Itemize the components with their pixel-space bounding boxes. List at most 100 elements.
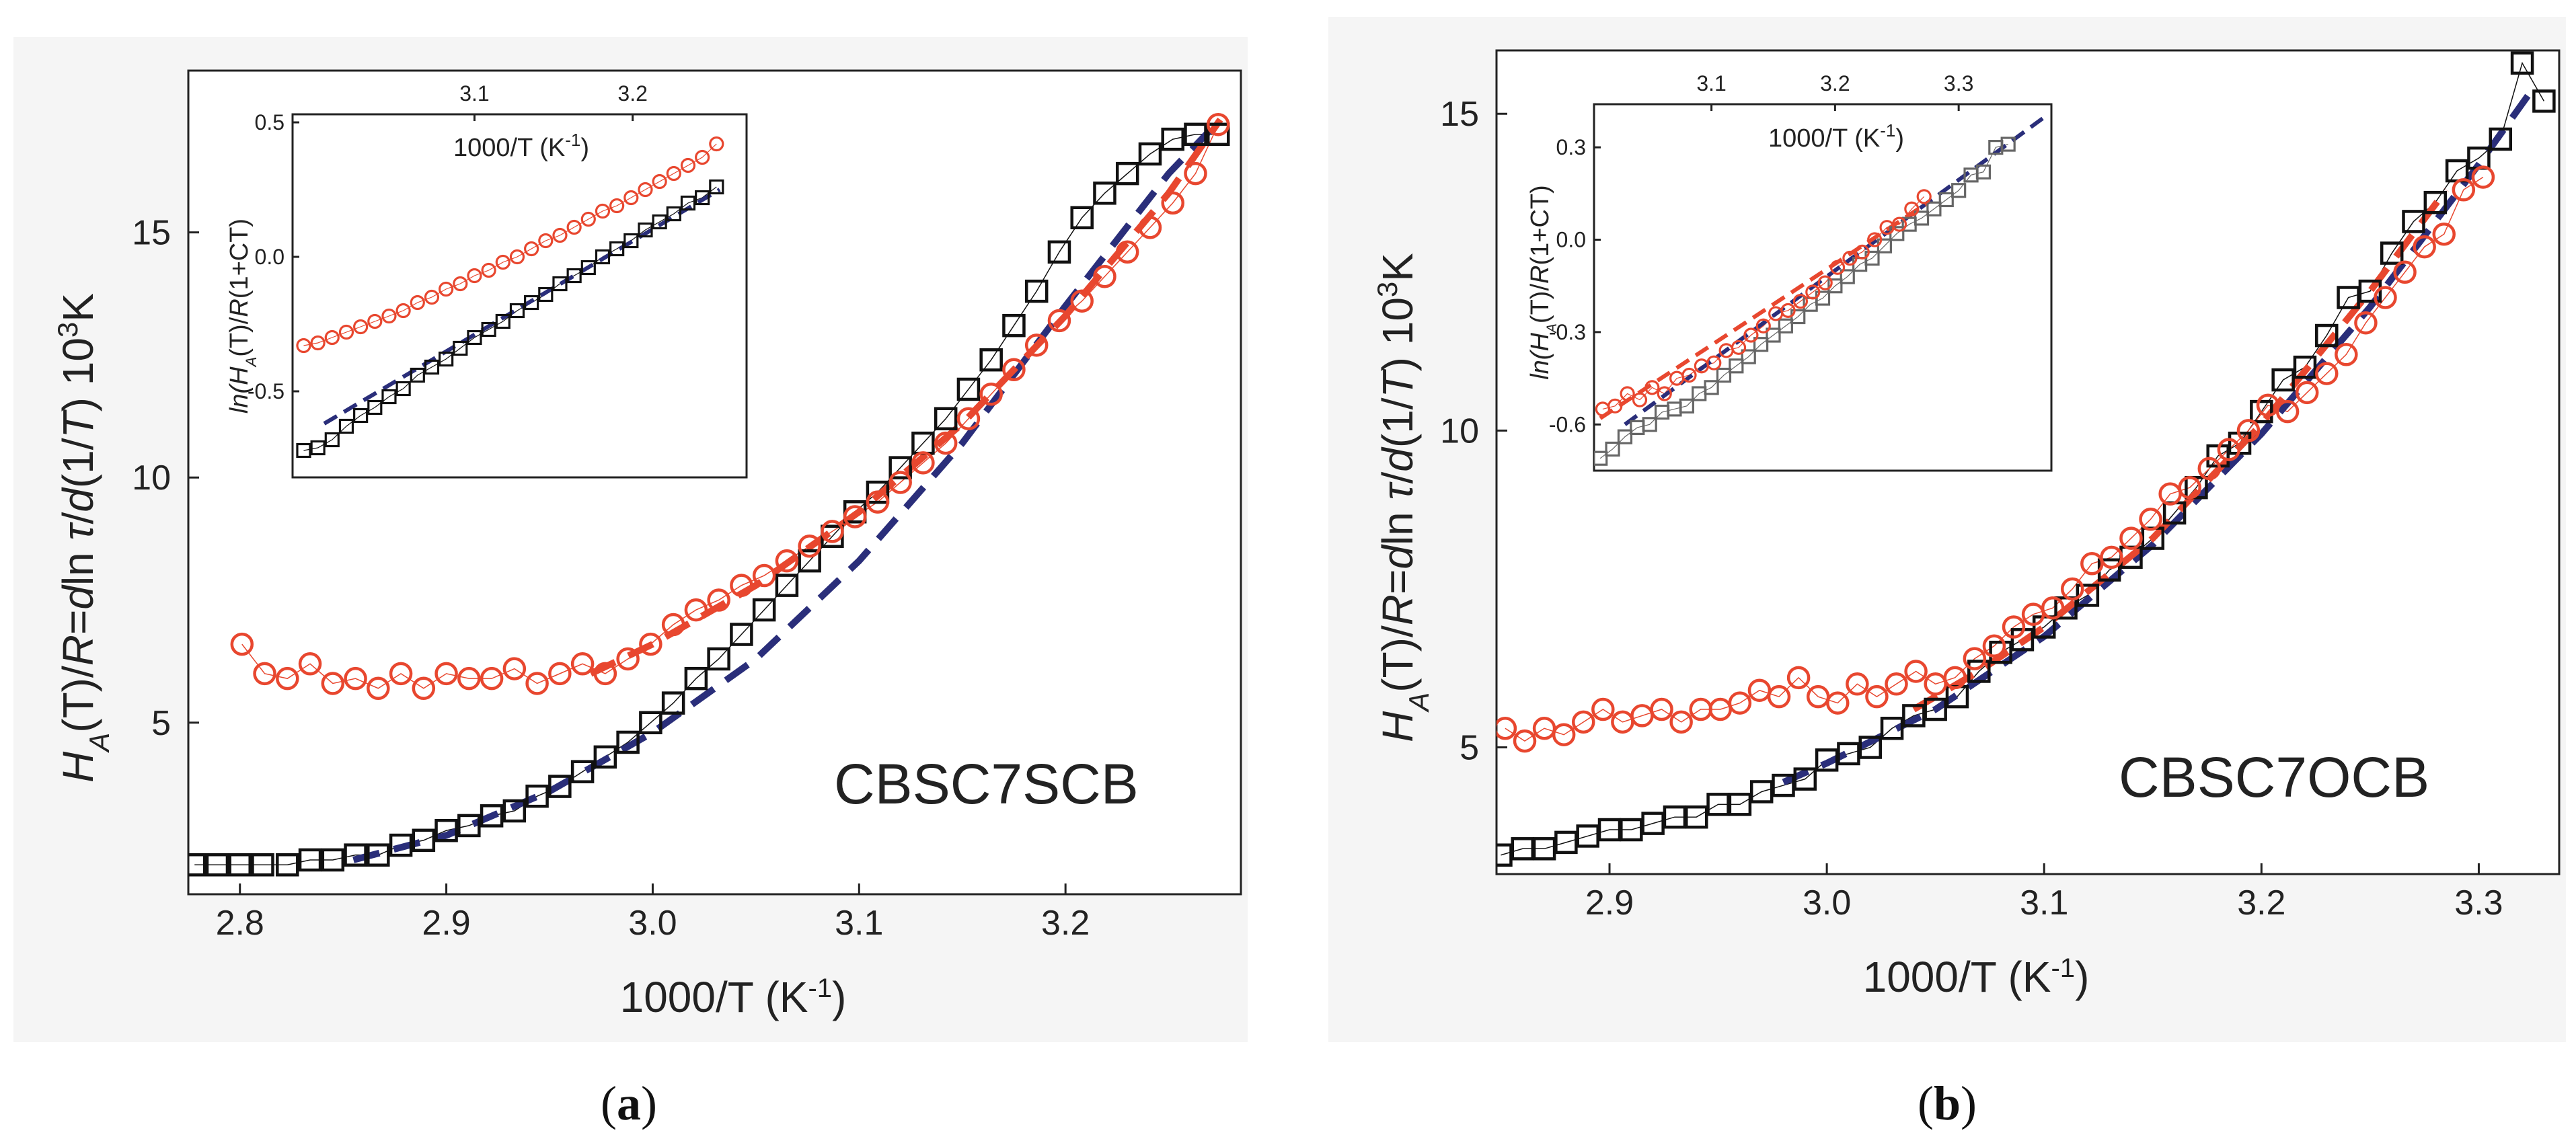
panel-a-series-1-point — [843, 505, 867, 528]
panel-b-series-1-point — [2002, 615, 2026, 639]
panel-a-inset-y-tick-label: -0.5 — [248, 379, 285, 403]
panel-a-inset-series-1-line — [303, 143, 717, 346]
panel-a-inset-series-0-point — [509, 303, 525, 319]
panel-a-series-0-point — [661, 691, 685, 715]
panel-b-series-0-point — [1685, 805, 1708, 829]
panel-a-inset-series-0-point — [410, 367, 425, 383]
panel-a-frame-background — [188, 71, 1241, 894]
panel-b-inset-series-1-point — [1755, 318, 1771, 333]
panel-a-series-0-point — [752, 598, 776, 622]
panel-b-inset-frame — [1593, 103, 2053, 472]
panel-a-series-0-point — [866, 480, 890, 504]
panel-b-inset-series-1-point — [1657, 386, 1672, 401]
panel-a-series-1-point — [1070, 289, 1094, 313]
panel-a-series-0-point — [888, 456, 912, 479]
panel-b-x-tick-label: 3.0 — [1803, 883, 1851, 922]
panel-b-series-0-point — [2510, 51, 2534, 75]
panel-b-series-0-point — [1815, 748, 1839, 772]
panel-a-series-1-point — [457, 666, 481, 691]
panel-b-series-0-point — [1967, 660, 1991, 683]
panel-b-inset-series-0-point — [1766, 327, 1781, 343]
panel-b-series-1-point — [2335, 343, 2358, 366]
panel-a-fit-0 — [352, 117, 1223, 863]
panel-a-series-0-point — [1024, 279, 1049, 303]
panel-b-inset-series-1-point — [1792, 294, 1809, 309]
panel-a-series-1-point — [775, 549, 799, 573]
panel-b-series-1-point — [1513, 729, 1537, 753]
panel-b-series-0-point — [1749, 780, 1774, 803]
panel-b-series-1-point — [2236, 419, 2261, 442]
panel-b-series-0-point — [1728, 793, 1752, 816]
panel-a-series-1-point — [1047, 309, 1071, 333]
panel-a-inset-series-1-point — [566, 219, 582, 235]
panel-b-inset-series-1-point — [1842, 250, 1858, 266]
panel-a-series-0-point — [707, 647, 730, 671]
panel-b-inset-x-tick-label: 3.1 — [1696, 71, 1726, 95]
panel-a-series-0-point — [389, 833, 413, 857]
panel-a-series-1-point — [389, 662, 413, 686]
panel-a-series-1-point — [412, 676, 436, 700]
panel-a-series-1-point — [956, 407, 981, 430]
panel-a-x-axis-label: 1000/T (K-1) — [620, 973, 847, 1021]
panel-b-inset-series-1-point — [1780, 303, 1796, 318]
panel-a-inset-x-tick-label: 3.2 — [617, 81, 647, 106]
panel-b-inset-series-0-point — [1827, 278, 1843, 294]
panel-a-series-0-point — [525, 784, 549, 808]
panel-b-series-1-point — [2413, 235, 2436, 259]
panel-a-inset-x-axis-label: 1000/T (K-1) — [453, 130, 589, 162]
panel-a-series-1-point — [979, 383, 1003, 406]
panel-b-y-tick-label: 5 — [1460, 729, 1479, 768]
panel-b-series-1-point — [2041, 596, 2065, 620]
panel-b-x-axis-label: 1000/T (K-1) — [1863, 953, 2090, 1001]
panel-b-series-1-point — [2100, 545, 2123, 569]
panel-a-inset-series-0-point — [453, 340, 468, 356]
panel-a-series-1-point — [480, 666, 504, 691]
panel-b-series-0-point — [1880, 717, 1904, 740]
panel-a-inset-series-1-point — [680, 157, 696, 173]
panel-b-inset-series-0-point — [1741, 349, 1756, 364]
panel-a-series-1-point — [616, 647, 640, 671]
panel-b-inset-series-0-point — [1926, 201, 1942, 217]
panel-b-series-1-point — [2295, 381, 2319, 405]
panel-a-inset-series-0-point — [695, 190, 710, 206]
panel-a-inset-series-1-point — [367, 313, 383, 329]
panel-b-series-0-point — [1989, 640, 2012, 664]
panel-a-inset-series-0-point — [310, 440, 326, 456]
panel-b-series-0-point — [2532, 89, 2556, 113]
panel-a-inset-series-1-point — [623, 190, 639, 206]
panel-b: 2.9 3.0 3.1 3.2 3.3 5 10 15 1000/T (K-1) HA(T)/… — [1328, 17, 2566, 1130]
panel-a-inset-series-0-point — [552, 276, 568, 292]
panel-a-series-1-point — [570, 652, 595, 676]
panel-a-series-1-point — [798, 535, 821, 558]
panel-b-frame-background — [1497, 50, 2559, 874]
panel-a-data-area — [188, 112, 1230, 877]
panel-b-inset-series-0-point — [1975, 164, 1992, 180]
panel-b-series-0-point — [1597, 818, 1622, 842]
panel-b-inset-series-1-point — [1731, 340, 1747, 355]
panel-a-inset-series-1-point — [695, 149, 710, 165]
panel-b-series-0-point — [2423, 190, 2448, 214]
panel-b-inset-series-1-point — [1891, 217, 1907, 232]
panel-b-series-1-point — [1497, 717, 1517, 740]
panel-a-series-1-point — [752, 563, 776, 588]
panel-a-inset-series-0-point — [495, 313, 510, 329]
panel-b-inset-series-0-point — [1914, 210, 1930, 226]
panel-a-series-1-point — [911, 451, 935, 475]
panel-a-series-1-point — [707, 588, 730, 612]
panel-a-series-0-point — [298, 848, 322, 872]
panel-a-inset-series-0-point — [353, 407, 369, 424]
panel-b-series-1-point — [1571, 710, 1595, 734]
panel-b-inset-series-0-point — [2000, 136, 2016, 152]
panel-a-series-0-point — [593, 745, 617, 769]
panel-b-series-1-point — [2119, 526, 2143, 550]
panel-a-inset-series-1-point — [580, 211, 596, 227]
panel-a-inset-series-1-point — [552, 227, 568, 243]
panel-b-series-0-point — [1706, 793, 1730, 816]
panel-b-series-1-point — [2217, 438, 2241, 461]
panel-a-inset-fit-0 — [323, 188, 721, 426]
panel-a-series-0-point — [1184, 122, 1207, 147]
panel-a-frame — [187, 69, 1242, 896]
panel-a-series-1-point — [821, 520, 844, 543]
panel-a-inset-series-1-point — [538, 233, 554, 249]
panel-b-series-1-point — [2315, 362, 2339, 385]
